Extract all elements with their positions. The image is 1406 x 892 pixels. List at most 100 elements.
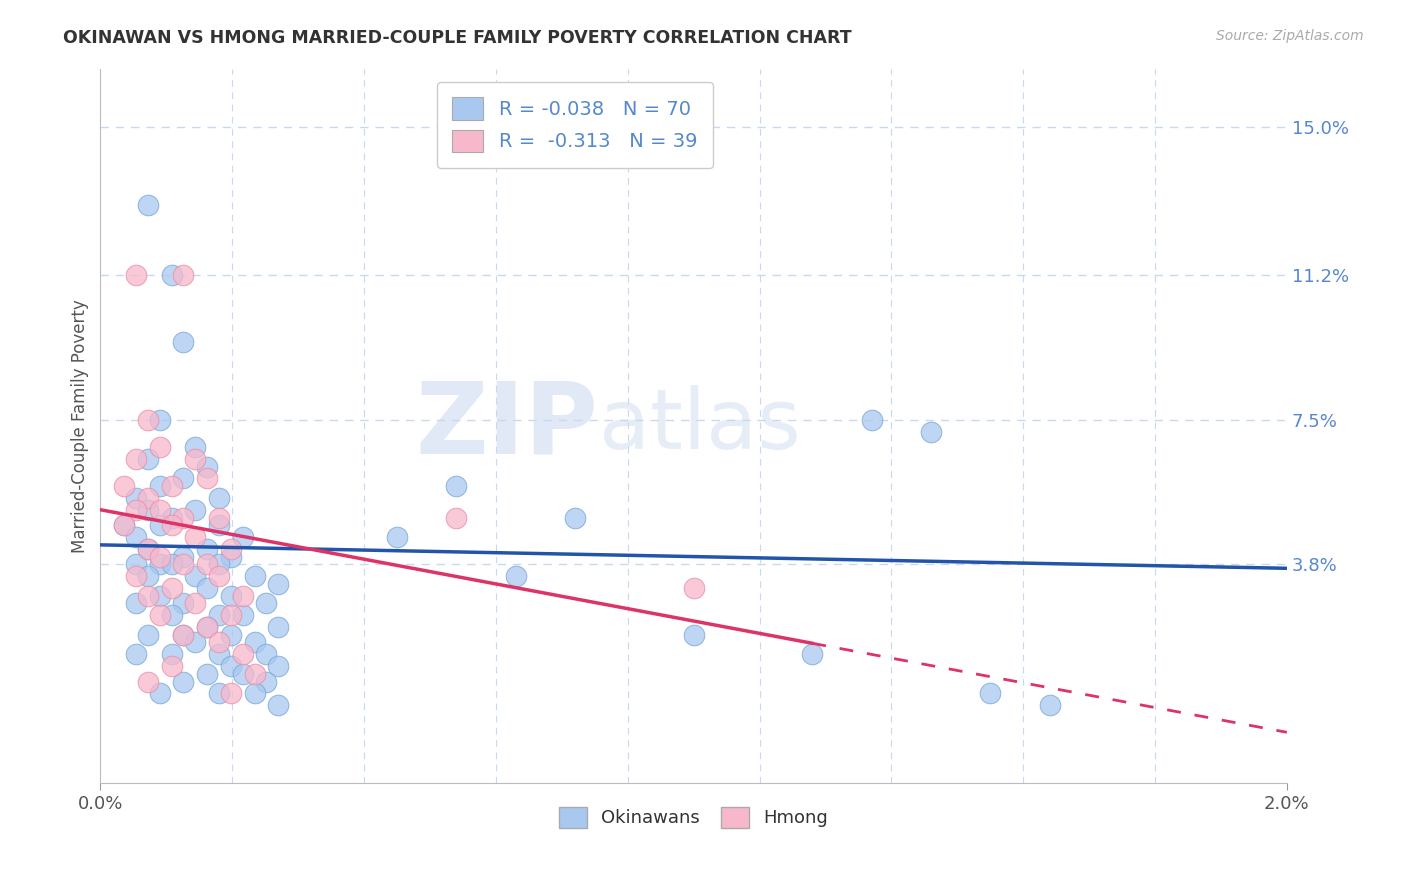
Point <box>256 597 278 611</box>
Point <box>149 549 172 564</box>
Point <box>208 635 231 649</box>
Point <box>195 581 218 595</box>
Point <box>219 628 242 642</box>
Point <box>172 628 194 642</box>
Point <box>195 541 218 556</box>
Point <box>243 666 266 681</box>
Point <box>136 198 159 212</box>
Point <box>160 268 183 283</box>
Point <box>208 558 231 572</box>
Point <box>149 518 172 533</box>
Point <box>172 597 194 611</box>
Point <box>172 549 194 564</box>
Point <box>136 413 159 427</box>
Point <box>112 518 135 533</box>
Point <box>860 413 883 427</box>
Point <box>125 491 148 505</box>
Point <box>136 569 159 583</box>
Point <box>208 491 231 505</box>
Point <box>1038 698 1060 712</box>
Point <box>172 334 194 349</box>
Y-axis label: Married-Couple Family Poverty: Married-Couple Family Poverty <box>72 299 89 553</box>
Point <box>136 674 159 689</box>
Point <box>219 541 242 556</box>
Point <box>172 674 194 689</box>
Point <box>446 479 468 493</box>
Point <box>125 268 148 283</box>
Text: atlas: atlas <box>599 385 800 467</box>
Point <box>208 608 231 623</box>
Point <box>219 549 242 564</box>
Point <box>232 589 254 603</box>
Point <box>149 608 172 623</box>
Point <box>208 518 231 533</box>
Point <box>184 635 207 649</box>
Point <box>232 647 254 661</box>
Point <box>208 647 231 661</box>
Point <box>136 541 159 556</box>
Point <box>136 589 159 603</box>
Point <box>195 459 218 474</box>
Point <box>208 510 231 524</box>
Legend: Okinawans, Hmong: Okinawans, Hmong <box>553 799 835 835</box>
Point <box>256 647 278 661</box>
Point <box>682 581 704 595</box>
Point <box>149 558 172 572</box>
Point <box>195 620 218 634</box>
Point <box>136 452 159 467</box>
Point <box>125 502 148 516</box>
Point <box>385 530 408 544</box>
Point <box>195 666 218 681</box>
Point <box>232 666 254 681</box>
Point <box>149 502 172 516</box>
Point <box>136 491 159 505</box>
Point <box>149 479 172 493</box>
Point <box>125 558 148 572</box>
Point <box>195 471 218 485</box>
Point <box>184 452 207 467</box>
Point <box>979 686 1001 700</box>
Point <box>160 608 183 623</box>
Point <box>195 558 218 572</box>
Point <box>172 471 194 485</box>
Point <box>219 589 242 603</box>
Point <box>160 581 183 595</box>
Point <box>172 510 194 524</box>
Point <box>125 530 148 544</box>
Point <box>149 440 172 454</box>
Point <box>160 659 183 673</box>
Point <box>125 452 148 467</box>
Point <box>149 413 172 427</box>
Point <box>160 479 183 493</box>
Point <box>256 674 278 689</box>
Point <box>219 686 242 700</box>
Point <box>208 569 231 583</box>
Point <box>125 647 148 661</box>
Point <box>172 628 194 642</box>
Text: OKINAWAN VS HMONG MARRIED-COUPLE FAMILY POVERTY CORRELATION CHART: OKINAWAN VS HMONG MARRIED-COUPLE FAMILY … <box>63 29 852 46</box>
Point <box>505 569 527 583</box>
Point <box>682 628 704 642</box>
Point <box>136 541 159 556</box>
Point <box>184 502 207 516</box>
Point <box>208 686 231 700</box>
Point <box>172 268 194 283</box>
Point <box>112 518 135 533</box>
Point <box>267 577 290 591</box>
Point <box>267 659 290 673</box>
Point <box>160 558 183 572</box>
Point <box>149 686 172 700</box>
Point <box>125 597 148 611</box>
Point <box>219 659 242 673</box>
Point <box>243 686 266 700</box>
Point <box>184 530 207 544</box>
Point <box>160 647 183 661</box>
Point <box>195 620 218 634</box>
Point <box>160 510 183 524</box>
Point <box>243 569 266 583</box>
Point <box>801 647 824 661</box>
Point <box>267 698 290 712</box>
Point <box>184 569 207 583</box>
Point <box>184 597 207 611</box>
Point <box>160 518 183 533</box>
